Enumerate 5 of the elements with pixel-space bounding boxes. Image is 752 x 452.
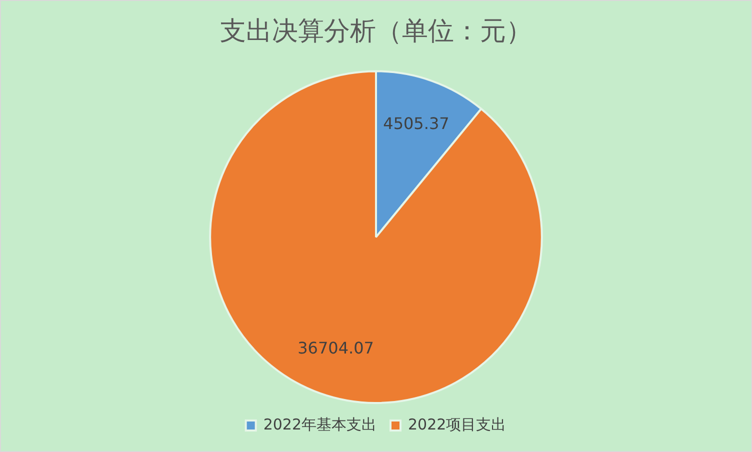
legend-label: 2022年基本支出 [263, 415, 377, 434]
chart-title: 支出决算分析（单位：元） [220, 16, 532, 46]
data-label: 36704.07 [298, 338, 374, 358]
data-label: 4505.37 [383, 114, 450, 133]
legend-label: 2022项目支出 [408, 415, 506, 434]
